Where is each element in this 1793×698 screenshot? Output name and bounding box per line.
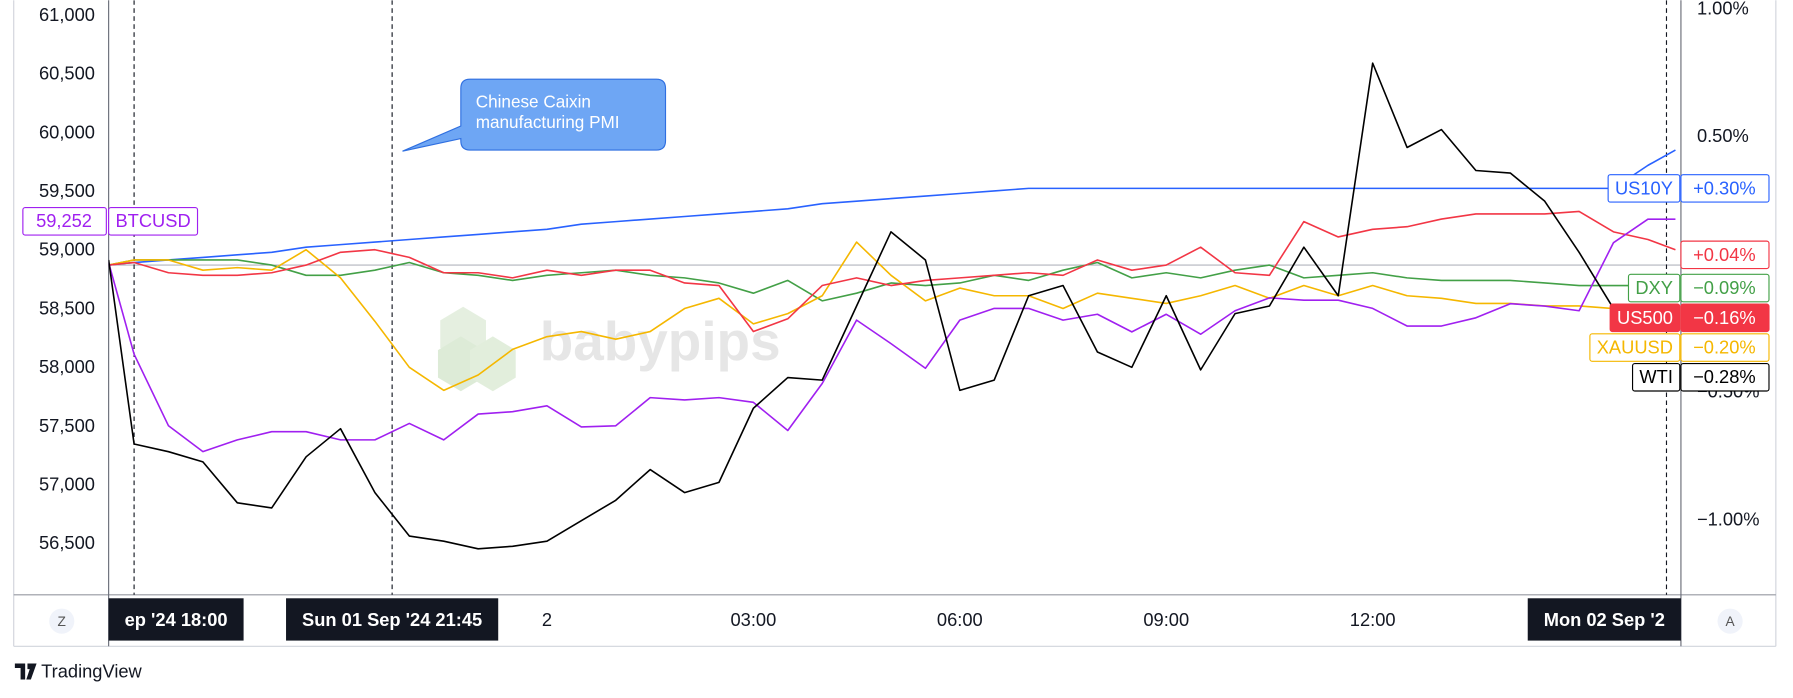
- symbol-text: BTCUSD: [115, 210, 190, 231]
- scale-symbol-text: US10Y: [1615, 177, 1673, 198]
- axis-button-bg[interactable]: [49, 608, 75, 634]
- series-line: [108, 241, 1614, 392]
- series-line: [108, 259, 1676, 302]
- y-tick-label: 59,000: [39, 239, 95, 260]
- footer-logo: TradingView: [14, 660, 143, 681]
- scale-value-text: +0.04%: [1693, 244, 1756, 265]
- watermark: babypips: [437, 306, 781, 392]
- marker-label-text: Sun 01 Sep '24 21:45: [302, 609, 482, 630]
- marker-label-bg: [1527, 598, 1681, 641]
- callout-text: manufacturing PMI: [476, 112, 620, 132]
- marker-label-bg: [286, 598, 499, 641]
- scale-label: −0.28% WTI: [1631, 362, 1770, 392]
- scale-symbol-text: DXY: [1635, 277, 1673, 298]
- last-value-bg: [22, 206, 107, 236]
- y-tick-label: 59,500: [39, 180, 95, 201]
- callout-text: Chinese Caixin: [476, 92, 591, 112]
- y-tick-label: 57,000: [39, 474, 95, 495]
- axis-button-bg[interactable]: [1717, 608, 1743, 634]
- series-line: [108, 62, 1615, 550]
- scale-symbol-text: WTI: [1639, 366, 1673, 387]
- scale-label: +0.04%: [1680, 240, 1770, 270]
- marker-label-text: Mon 02 Sep '2: [1544, 609, 1665, 630]
- series-line: [108, 218, 1676, 453]
- scale-symbol-bg: [1607, 174, 1681, 203]
- y-tick-label: 58,500: [39, 297, 95, 318]
- scale-value-text: −0.16%: [1693, 307, 1756, 328]
- marker-label: ep '24 18:00: [108, 598, 244, 641]
- series-line: [108, 149, 1676, 266]
- y-tick-label: 60,500: [39, 63, 95, 84]
- y-tick-label: 56,500: [39, 532, 95, 553]
- y2-tick-label: −1.00%: [1697, 509, 1760, 530]
- marker-label: Mon 02 Sep '2: [1527, 598, 1681, 641]
- y-tick-label: 57,500: [39, 415, 95, 436]
- footer-brand: TradingView: [41, 660, 142, 681]
- scale-value-text: +0.30%: [1693, 177, 1756, 198]
- x-tick-label: 09:00: [1143, 609, 1189, 630]
- scale-value-bg: [1680, 240, 1770, 270]
- y2-tick-label: 1.00%: [1697, 0, 1749, 18]
- scale-value-bg: [1680, 333, 1770, 362]
- scale-label: +0.30% US10Y: [1607, 174, 1770, 203]
- marker-label: Sun 01 Sep '24 21:45: [286, 598, 499, 641]
- x-tick-label: 06:00: [937, 609, 983, 630]
- axis-button[interactable]: A: [1717, 608, 1743, 634]
- x-tick-label: 03:00: [731, 609, 777, 630]
- y-tick-label: 58,000: [39, 356, 95, 377]
- y2-tick-label: 0.50%: [1697, 125, 1749, 146]
- scale-label: −0.09% DXY: [1627, 273, 1770, 303]
- scale-symbol-bg: [1589, 333, 1681, 362]
- axis-button-label[interactable]: A: [1726, 614, 1736, 629]
- last-value-text: 59,252: [36, 210, 92, 231]
- scale-symbol-bg: [1609, 303, 1681, 333]
- scale-value-text: −0.09%: [1693, 277, 1756, 298]
- axis-button-label[interactable]: Z: [58, 614, 66, 629]
- last-value-label: 59,252 BTCUSD: [22, 206, 199, 236]
- scale-value-text: −0.28%: [1693, 366, 1756, 387]
- x-tick-label: 2: [542, 609, 552, 630]
- scale-value-bg: [1680, 273, 1770, 303]
- scale-value-text: −0.20%: [1693, 337, 1756, 358]
- series-line: [108, 210, 1676, 333]
- x-tick-label: 12:00: [1350, 609, 1396, 630]
- scale-symbol-bg: [1627, 273, 1681, 303]
- marker-label-text: ep '24 18:00: [125, 609, 228, 630]
- scale-value-bg: [1680, 174, 1770, 203]
- scale-value-bg: [1680, 303, 1770, 333]
- symbol-bg: [108, 206, 199, 236]
- axes: 56,500 57,000 57,500 58,000 58,500 59,000 59,5…: [39, 0, 1759, 630]
- watermark-text: babypips: [540, 310, 781, 372]
- callout: Chinese Caixin manufacturing PMI: [402, 78, 667, 152]
- scale-symbol-bg: [1631, 362, 1681, 392]
- plot: [108, 0, 1681, 595]
- axis-button[interactable]: Z: [49, 608, 75, 634]
- scale-label: −0.20% XAUUSD: [1589, 333, 1770, 362]
- callout-box: [402, 78, 667, 152]
- logo-mark: [14, 663, 37, 680]
- marker-label-bg: [108, 598, 244, 641]
- y-tick-label: 61,000: [39, 4, 95, 25]
- labels: ep '24 18:00 Sun 01 Sep '24 21:45 Mon 02 S…: [22, 174, 1770, 641]
- scale-symbol-text: US500: [1617, 307, 1673, 328]
- scale-label: −0.16% US500: [1609, 303, 1770, 333]
- scale-value-bg: [1680, 362, 1770, 392]
- scale-symbol-text: XAUUSD: [1597, 337, 1673, 358]
- y-tick-label: 60,000: [39, 121, 95, 142]
